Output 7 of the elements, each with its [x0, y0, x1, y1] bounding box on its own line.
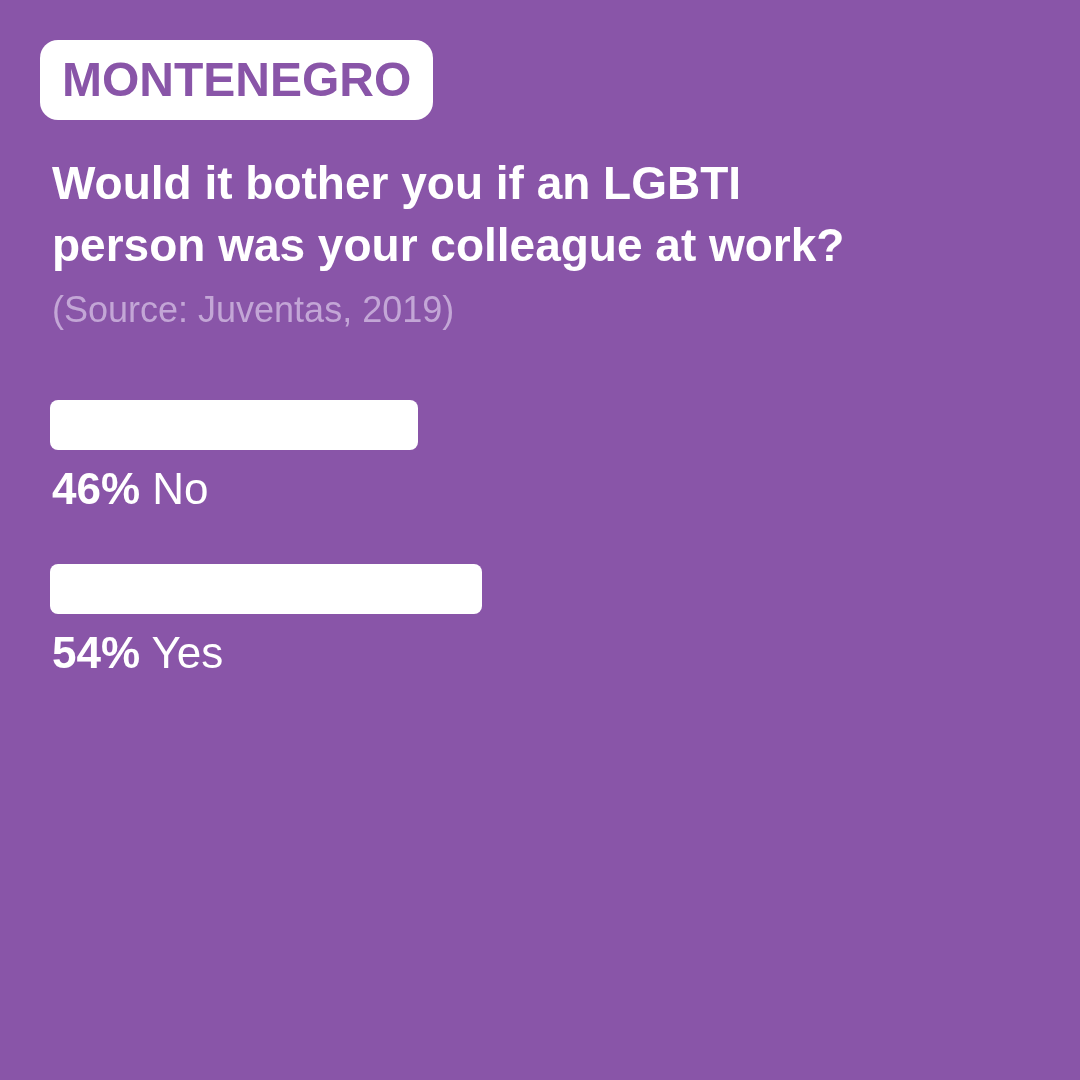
data-label: 46% — [52, 464, 141, 513]
data-label: 54% — [52, 628, 141, 677]
text: (Source: Juventas, 2019) — [52, 288, 455, 332]
y-tick-label: No — [140, 464, 209, 513]
chart-subtitle: MONTENEGRO — [40, 40, 434, 120]
y-tick-label: Yes — [140, 628, 224, 677]
chart-title: Would it bother you if an LGBTI person was your colleague at work? — [52, 156, 846, 273]
